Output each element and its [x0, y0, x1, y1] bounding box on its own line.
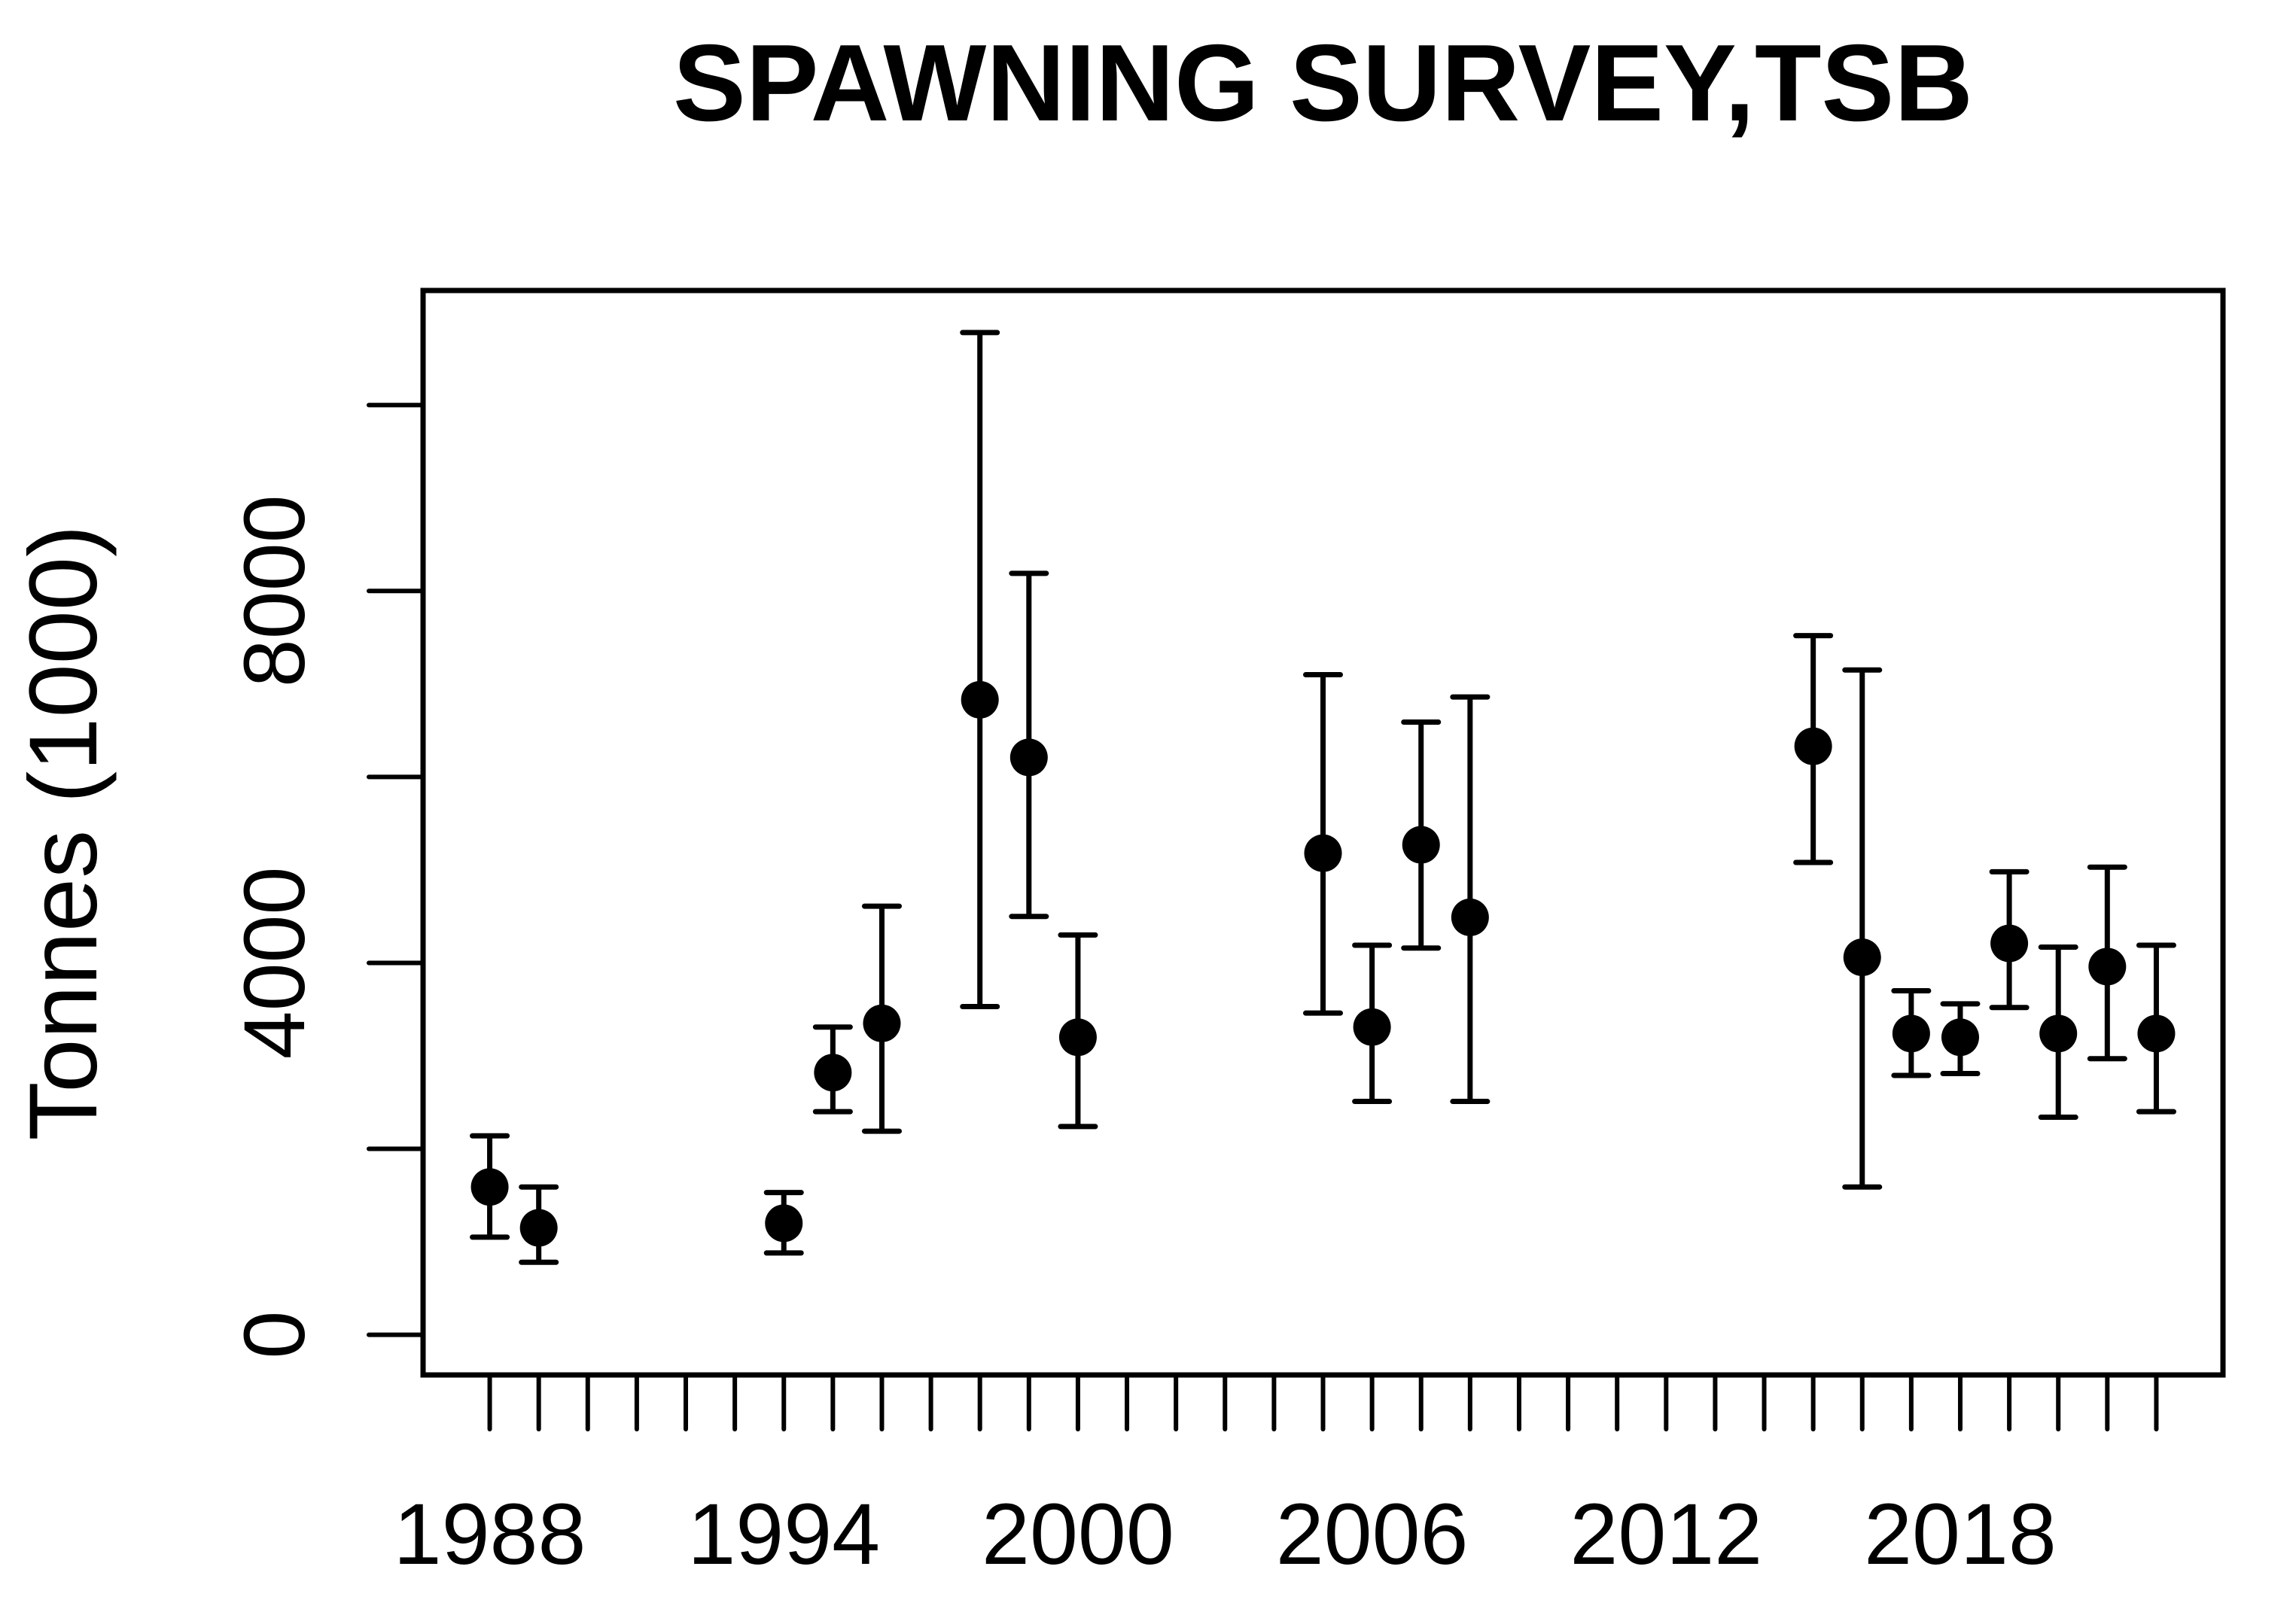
y-tick-label: 8000: [227, 494, 323, 687]
data-point: [814, 1054, 852, 1092]
chart-title: SPAWNING SURVEY,TSB: [673, 22, 1973, 144]
data-point-group-2008: [1450, 694, 1491, 1105]
data-point: [1304, 834, 1342, 872]
x-tick-label: 1994: [687, 1486, 880, 1583]
x-tick-label: 2000: [982, 1486, 1174, 1583]
data-point-group-2016: [1842, 667, 1883, 1190]
data-point-group-1999: [1009, 570, 1049, 920]
data-point-group-2015: [1793, 633, 1834, 865]
data-point-group-1998: [960, 330, 1000, 1010]
data-point-group-2022: [2136, 942, 2176, 1115]
data-point: [1402, 826, 1440, 864]
data-point: [1794, 727, 1832, 765]
data-point: [1941, 1018, 1979, 1057]
data-point-group-1996: [861, 903, 902, 1134]
data-point: [863, 1004, 901, 1042]
data-point-group-2005: [1303, 671, 1343, 1016]
data-point: [470, 1168, 509, 1206]
data-point: [1058, 1018, 1097, 1057]
data-point: [1451, 898, 1489, 936]
x-tick-label: 2018: [1864, 1486, 2057, 1583]
data-point: [2039, 1014, 2078, 1053]
y-axis-label: Tonnes (1000): [10, 525, 117, 1140]
data-point: [961, 680, 999, 719]
data-point-group-2020: [2038, 944, 2078, 1121]
x-tick-label: 1988: [394, 1486, 586, 1583]
y-tick-label: 0: [227, 1311, 323, 1359]
y-axis: 0 4000 8000: [227, 403, 425, 1359]
data-point-group-2021: [2087, 864, 2127, 1062]
data-point: [1353, 1008, 1391, 1046]
data-point: [1009, 738, 1048, 777]
x-tick-label: 2006: [1276, 1486, 1469, 1583]
data-point: [2088, 947, 2127, 986]
data-point: [1892, 1014, 1930, 1053]
x-axis: 1988 1994 2000 2006 2012 2018: [394, 1373, 2159, 1583]
data-point-group-2007: [1401, 719, 1442, 951]
data-point-group-2006: [1352, 942, 1393, 1105]
data-point: [1990, 924, 2029, 963]
data-point-group-1995: [812, 1024, 853, 1115]
data-point-group-2018: [1940, 1001, 1981, 1076]
data-point-group-2019: [1989, 868, 2030, 1011]
data-point: [2137, 1014, 2176, 1053]
y-tick-label: 4000: [227, 867, 323, 1060]
data-point: [1843, 938, 1881, 977]
data-point-group-1989: [519, 1184, 559, 1265]
data-point: [765, 1204, 803, 1243]
x-tick-label: 2012: [1570, 1486, 1762, 1583]
data-point-group-1994: [763, 1190, 804, 1256]
data-point-group-1988: [470, 1133, 510, 1240]
data-point-group-2000: [1058, 932, 1098, 1130]
data-point-group-2017: [1891, 988, 1932, 1078]
data-point: [519, 1209, 558, 1247]
data-series: [470, 330, 2176, 1265]
